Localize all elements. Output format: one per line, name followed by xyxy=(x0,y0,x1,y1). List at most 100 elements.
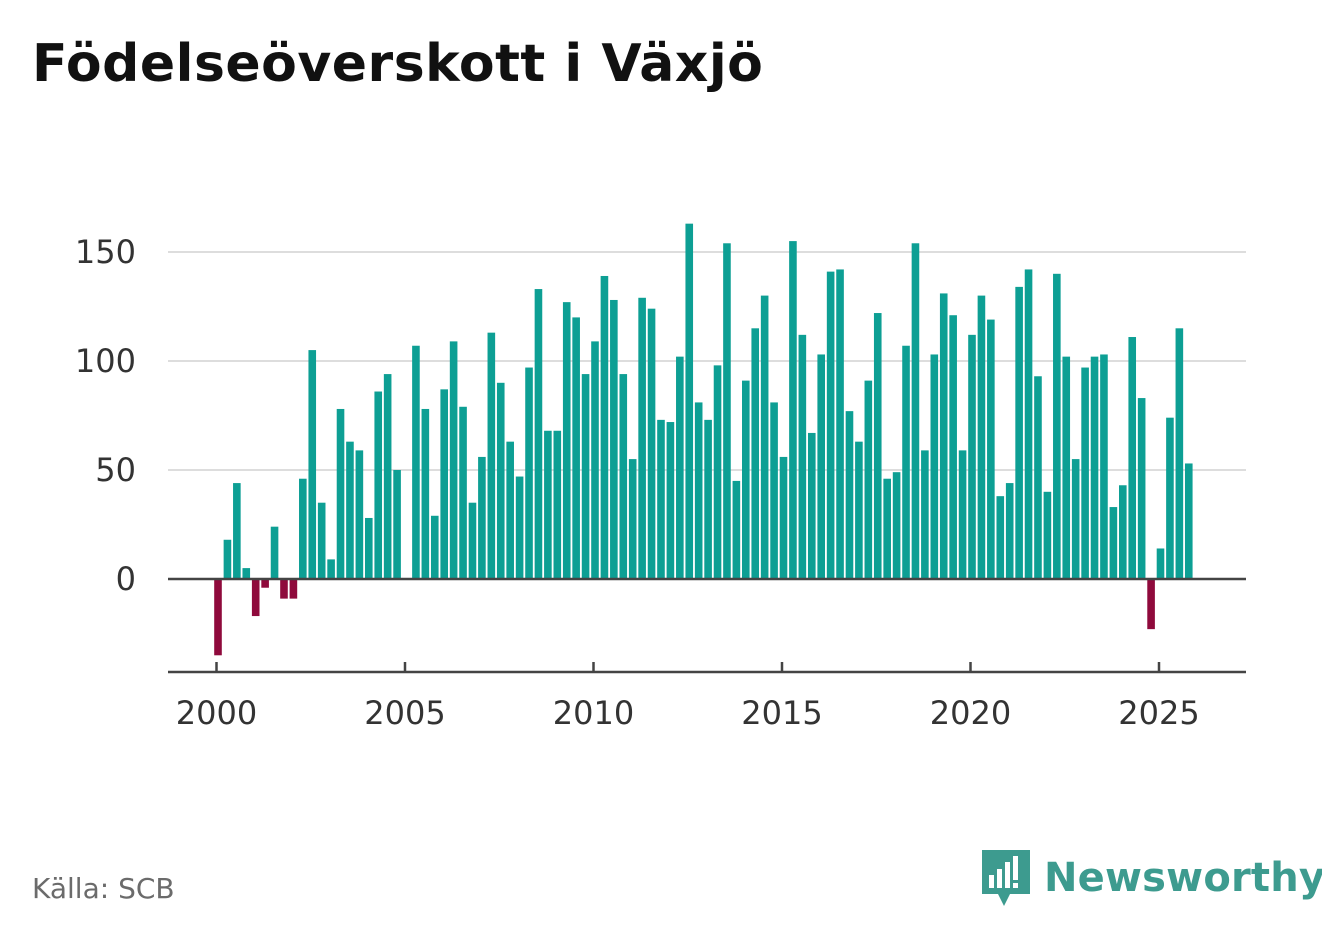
bar xyxy=(233,483,241,579)
bar xyxy=(883,478,891,579)
bar xyxy=(1119,485,1127,579)
bar xyxy=(807,432,816,579)
axes: 0 50 100 150 2000 2005 2010 2015 2020 2025 xyxy=(75,233,1246,732)
bar xyxy=(873,313,882,579)
x-tick-label: 2000 xyxy=(176,694,257,732)
y-tick-label: 50 xyxy=(95,451,136,489)
bar xyxy=(242,568,251,579)
bar xyxy=(1024,269,1033,579)
bar xyxy=(1156,548,1165,579)
bar xyxy=(289,579,298,599)
x-tick-label: 2025 xyxy=(1118,694,1199,732)
bars xyxy=(214,223,1193,656)
bar xyxy=(1081,367,1089,579)
bar xyxy=(751,328,760,579)
bar xyxy=(487,332,496,579)
bar xyxy=(817,354,825,579)
bar xyxy=(742,380,750,579)
x-tick-label: 2020 xyxy=(930,694,1011,732)
x-tick-label: 2015 xyxy=(741,694,822,732)
bar xyxy=(600,275,609,579)
bar xyxy=(317,502,326,579)
bar xyxy=(478,456,486,579)
bar xyxy=(515,476,524,579)
y-tick-label: 150 xyxy=(75,233,136,271)
bar xyxy=(836,269,844,579)
bar xyxy=(930,354,939,579)
chart-title: Födelseöverskott i Växjö xyxy=(32,34,764,94)
y-tick-label: 100 xyxy=(75,342,136,380)
brand-name: Newsworthy xyxy=(1044,855,1322,901)
bar xyxy=(327,559,335,579)
bar xyxy=(855,441,863,579)
bar xyxy=(299,478,307,579)
bar xyxy=(383,374,392,579)
bar xyxy=(459,406,467,579)
bar xyxy=(685,223,694,579)
bar xyxy=(713,365,722,579)
bar xyxy=(864,380,873,579)
bar xyxy=(562,302,571,579)
bar xyxy=(506,441,514,579)
bar xyxy=(1053,273,1061,579)
bar xyxy=(430,515,439,579)
bar xyxy=(892,472,901,579)
bar xyxy=(638,297,646,579)
y-tick-label: 0 xyxy=(116,560,136,598)
bar xyxy=(1184,463,1193,579)
bar xyxy=(619,374,628,579)
bar xyxy=(628,459,637,579)
bar xyxy=(1166,417,1174,579)
bar xyxy=(826,271,835,579)
bar xyxy=(534,289,543,579)
bar xyxy=(336,408,345,579)
bar xyxy=(1043,491,1052,579)
bar xyxy=(732,480,741,579)
bar xyxy=(921,450,929,579)
bar xyxy=(346,441,354,579)
bar xyxy=(591,341,599,579)
bar xyxy=(657,419,665,579)
bar xyxy=(902,345,910,579)
bar xyxy=(704,419,712,579)
bar xyxy=(1147,579,1155,630)
bar xyxy=(1090,356,1099,579)
bar xyxy=(987,319,995,579)
newsworthy-icon xyxy=(982,850,1030,906)
bar xyxy=(760,295,769,579)
bar xyxy=(251,579,260,617)
bar xyxy=(544,430,552,579)
bar xyxy=(421,408,430,579)
bar xyxy=(1100,354,1108,579)
bar xyxy=(393,470,401,579)
bar xyxy=(553,430,562,579)
x-tick-label: 2010 xyxy=(553,694,634,732)
bar xyxy=(949,315,957,579)
bar xyxy=(496,382,505,579)
bar xyxy=(308,350,317,579)
bar xyxy=(525,367,533,579)
source-note: Källa: SCB xyxy=(32,872,175,905)
bar xyxy=(1071,459,1080,579)
bar xyxy=(676,356,684,579)
bar xyxy=(572,317,580,579)
bar xyxy=(223,539,232,579)
bar xyxy=(1015,286,1023,579)
bar xyxy=(798,334,807,579)
bar xyxy=(789,241,797,579)
bar xyxy=(977,295,986,579)
bar xyxy=(440,389,448,579)
bar xyxy=(647,308,656,579)
bar xyxy=(1137,398,1146,579)
bar xyxy=(779,456,788,579)
bar xyxy=(723,243,731,579)
bar xyxy=(374,391,383,579)
bar xyxy=(1128,337,1137,579)
bar xyxy=(1062,356,1071,579)
bar xyxy=(958,450,967,579)
bar xyxy=(1005,483,1014,579)
bar xyxy=(610,299,618,579)
bar xyxy=(1175,328,1184,579)
bar xyxy=(355,450,364,579)
